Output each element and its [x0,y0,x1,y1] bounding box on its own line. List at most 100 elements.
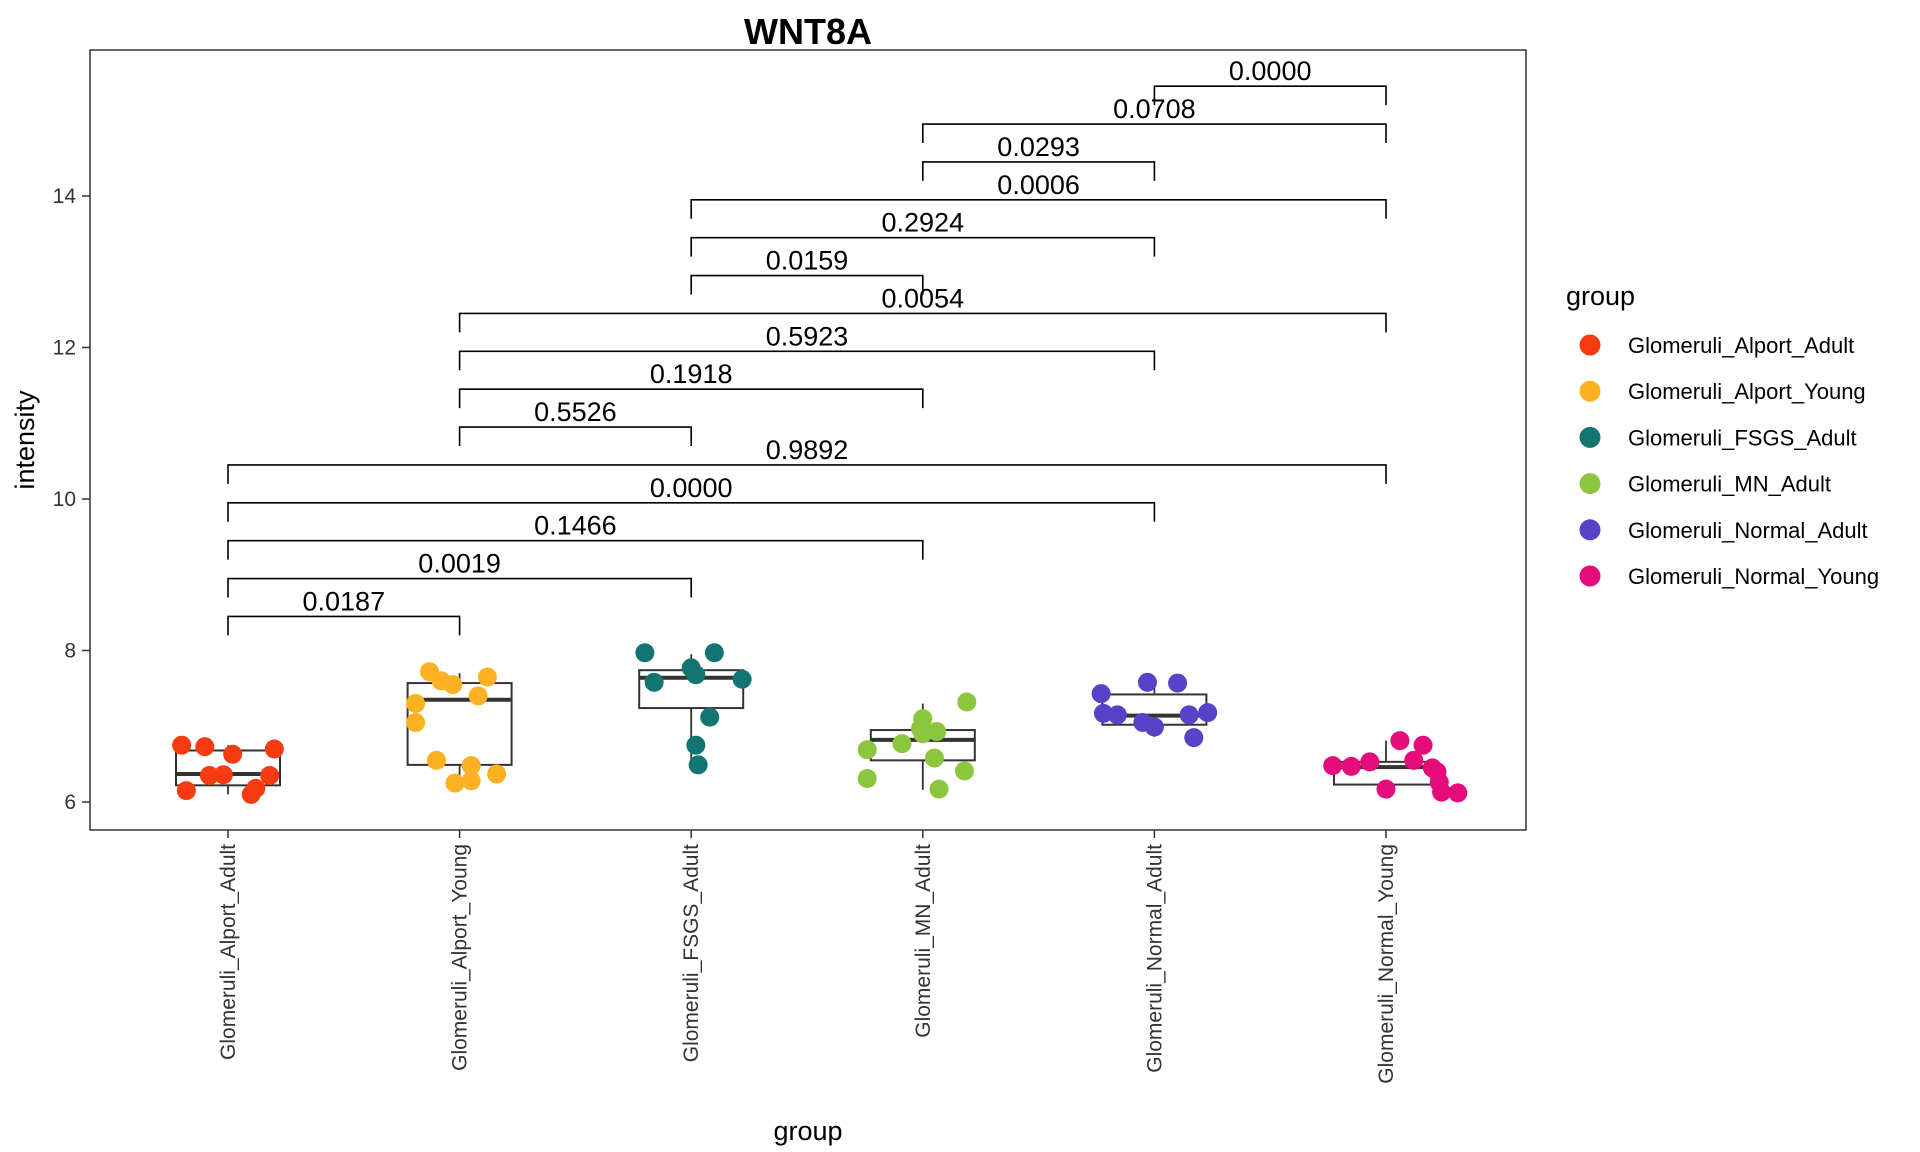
data-point [1107,705,1127,725]
y-tick-label: 6 [64,791,76,814]
data-point [1323,756,1343,776]
comparison-bracket [458,312,1387,333]
comparison-pvalue: 0.0000 [1229,56,1312,86]
data-point [260,765,280,785]
comparison-bracket [227,539,924,560]
points-layer [172,643,1468,804]
data-point [1179,705,1199,725]
data-point [1093,703,1113,723]
comparison-pvalue: 0.0293 [997,132,1080,162]
data-point [1137,672,1157,692]
comparison-bracket [458,350,1156,371]
legend-title: group [1566,281,1635,311]
legend-label: Glomeruli_Normal_Adult [1628,518,1868,543]
data-point [957,692,977,712]
data-point [1184,728,1204,748]
data-point [857,769,877,789]
legend-swatch [1579,380,1601,402]
comparison-pvalue: 0.0000 [650,473,733,503]
x-tick-label: Glomeruli_MN_Adult [912,844,935,1038]
comparison-bracket [227,577,692,598]
comparison-pvalue: 0.1918 [650,359,733,389]
comparison-pvalue: 0.1466 [534,511,617,541]
comparison-pvalue: 0.0019 [418,549,501,579]
comparison-bracket [227,615,461,636]
x-tick-label: Glomeruli_Normal_Adult [1143,844,1166,1073]
data-point [1390,731,1410,751]
data-point [635,643,655,663]
legend-swatch [1579,565,1601,587]
data-point [406,712,426,732]
comparison-bracket [690,274,924,295]
data-point [461,756,481,776]
y-axis-title: intensity [10,390,40,490]
x-axis-title: group [773,1116,842,1146]
data-point [686,735,706,755]
data-point [924,748,944,768]
comparison-bracket [922,161,1156,181]
comparison-pvalue: 0.5526 [534,397,617,427]
data-point [1413,735,1433,755]
legend-label: Glomeruli_Alport_Adult [1628,333,1854,358]
legend-label: Glomeruli_MN_Adult [1628,472,1831,497]
x-axis: Glomeruli_Alport_Adult Glomeruli_Alport_Y… [217,830,1398,1084]
legend-label: Glomeruli_Normal_Young [1628,564,1879,589]
legend-label: Glomeruli_FSGS_Adult [1628,425,1857,450]
data-point [1376,779,1396,799]
data-point [1448,783,1468,803]
y-axis: 6 8 10 12 14 [53,185,90,814]
x-tick-label: Glomeruli_Alport_Adult [217,844,240,1060]
data-point [732,669,752,689]
comparison-pvalue: 0.0159 [766,246,849,276]
data-point [477,667,497,687]
data-point [929,779,949,799]
data-point [644,672,664,692]
data-point [172,735,192,755]
comparison-bracket [227,464,1387,484]
comparison-pvalue: 0.5923 [766,321,849,351]
data-point [406,694,426,714]
data-point [468,686,488,706]
comparison-bracket [458,426,692,447]
comparison-pvalue: 0.0187 [303,586,386,616]
comparison-pvalue: 0.9892 [766,435,849,465]
y-tick-label: 14 [53,185,77,208]
x-tick-label: Glomeruli_Normal_Young [1375,844,1398,1084]
comparison-pvalue: 0.2924 [882,208,965,238]
data-point [199,765,219,785]
data-point [1168,673,1188,693]
data-point [913,724,933,744]
data-point [213,765,233,785]
data-point [264,739,284,759]
comparison-bracket [458,388,924,409]
legend-swatch [1579,519,1601,541]
data-point [1198,703,1218,723]
comparison-bracket [1153,85,1387,106]
x-tick-label: Glomeruli_Alport_Young [449,844,472,1071]
plot-panel [89,49,1527,831]
legend-swatch [1579,426,1601,448]
legend-swatch [1579,334,1601,356]
data-point [1091,684,1111,704]
legend-swatch [1579,473,1601,495]
data-point [241,784,261,804]
comparison-bracket [690,236,1156,257]
chart-title: WNT8A [744,11,872,52]
data-point [954,761,974,781]
data-point [426,750,446,770]
data-point [445,773,465,793]
comparison-pvalue: 0.0006 [997,170,1080,200]
comparison-bracket [227,501,1156,522]
y-tick-label: 10 [53,488,76,511]
data-point [1360,752,1380,772]
data-point [487,764,507,784]
data-point [1144,717,1164,737]
x-tick-label: Glomeruli_FSGS_Adult [680,844,703,1062]
data-point [443,675,463,695]
data-point [704,643,724,663]
legend-label: Glomeruli_Alport_Young [1628,379,1866,404]
data-point [1341,756,1361,776]
legend: group Glomeruli_Alport_Adult Glomeruli_Alp… [1566,281,1879,589]
y-tick-label: 8 [64,640,76,663]
data-point [686,665,706,685]
